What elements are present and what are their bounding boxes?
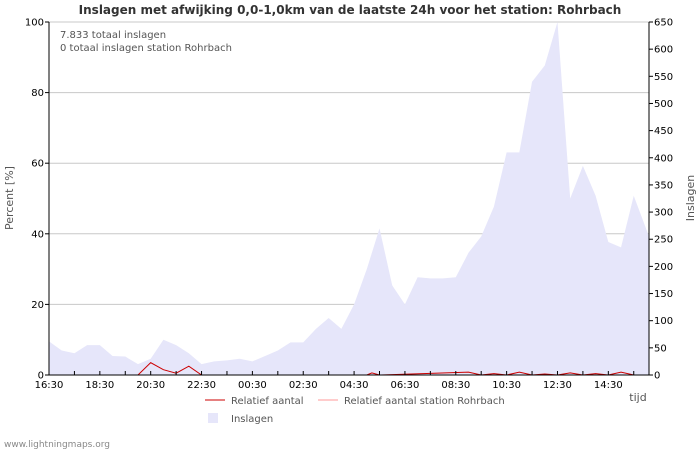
right-tick-label-10: 500: [654, 99, 673, 110]
annotation-station: 0 totaal inslagen station Rohrbach: [60, 43, 232, 54]
right-tick-label-4: 200: [654, 262, 673, 273]
x-tick-label-5: 02:30: [289, 380, 318, 391]
left-tick-label-2: 40: [31, 229, 44, 240]
legend: Relatief aantal Relatief aantal station …: [205, 396, 505, 425]
series-line-0: [49, 362, 649, 376]
right-tick-label-0: 0: [654, 371, 660, 382]
legend-swatch-inslagen: [208, 413, 218, 423]
legend-label-inslagen: Inslagen: [231, 414, 273, 425]
right-tick-label-6: 300: [654, 208, 673, 219]
left-tick-label-1: 20: [31, 300, 44, 311]
legend-label-relatief: Relatief aantal: [231, 396, 304, 407]
x-axis-ticks: 16:30 18:30 20:30 22:30 00:30 02:30 04:30 06:30…: [35, 371, 635, 391]
x-tick-label-4: 00:30: [238, 380, 267, 391]
x-tick-label-2: 20:30: [136, 380, 165, 391]
right-tick-label-13: 650: [654, 18, 673, 29]
x-tick-label-6: 04:30: [340, 380, 369, 391]
left-tick-label-3: 60: [31, 159, 44, 170]
x-tick-label-7: 06:30: [391, 380, 420, 391]
left-tick-label-5: 100: [25, 18, 44, 29]
x-tick-label-11: 14:30: [594, 380, 623, 391]
y-axis-left-label: Percent [%]: [3, 166, 16, 230]
right-tick-label-5: 250: [654, 235, 673, 246]
footer-source: www.lightningmaps.org: [4, 440, 110, 450]
right-tick-label-12: 600: [654, 45, 673, 56]
right-tick-label-2: 100: [654, 316, 673, 327]
right-axis-ticks: 0 50 100 150 200 250 300 350 400 450 500 550 600 650: [649, 18, 673, 382]
x-tick-label-10: 12:30: [543, 380, 572, 391]
chart-title: Inslagen met afwijking 0,0-1,0km van de …: [79, 3, 622, 17]
left-tick-label-4: 80: [31, 88, 44, 99]
inslagen-area-layer: [49, 22, 649, 375]
right-tick-label-7: 350: [654, 180, 673, 191]
plot-frame: [48, 22, 650, 376]
right-tick-label-11: 550: [654, 72, 673, 83]
x-tick-label-8: 08:30: [441, 380, 470, 391]
left-tick-label-0: 0: [38, 371, 44, 382]
y-axis-right-label: Inslagen: [684, 175, 697, 221]
x-tick-label-0: 16:30: [35, 380, 64, 391]
right-tick-label-9: 450: [654, 126, 673, 137]
series-area-inslagen: [49, 22, 649, 375]
left-axis-ticks: 0 20 40 60 80 100: [25, 18, 49, 382]
right-tick-label-8: 400: [654, 153, 673, 164]
legend-label-relatief-station: Relatief aantal station Rohrbach: [344, 396, 505, 407]
annotation-total: 7.833 totaal inslagen: [60, 30, 166, 41]
x-tick-label-1: 18:30: [85, 380, 114, 391]
x-axis-label: tijd: [629, 391, 646, 404]
right-tick-label-3: 150: [654, 289, 673, 300]
x-tick-label-3: 22:30: [187, 380, 216, 391]
x-tick-label-9: 10:30: [492, 380, 521, 391]
right-tick-label-1: 50: [654, 343, 667, 354]
